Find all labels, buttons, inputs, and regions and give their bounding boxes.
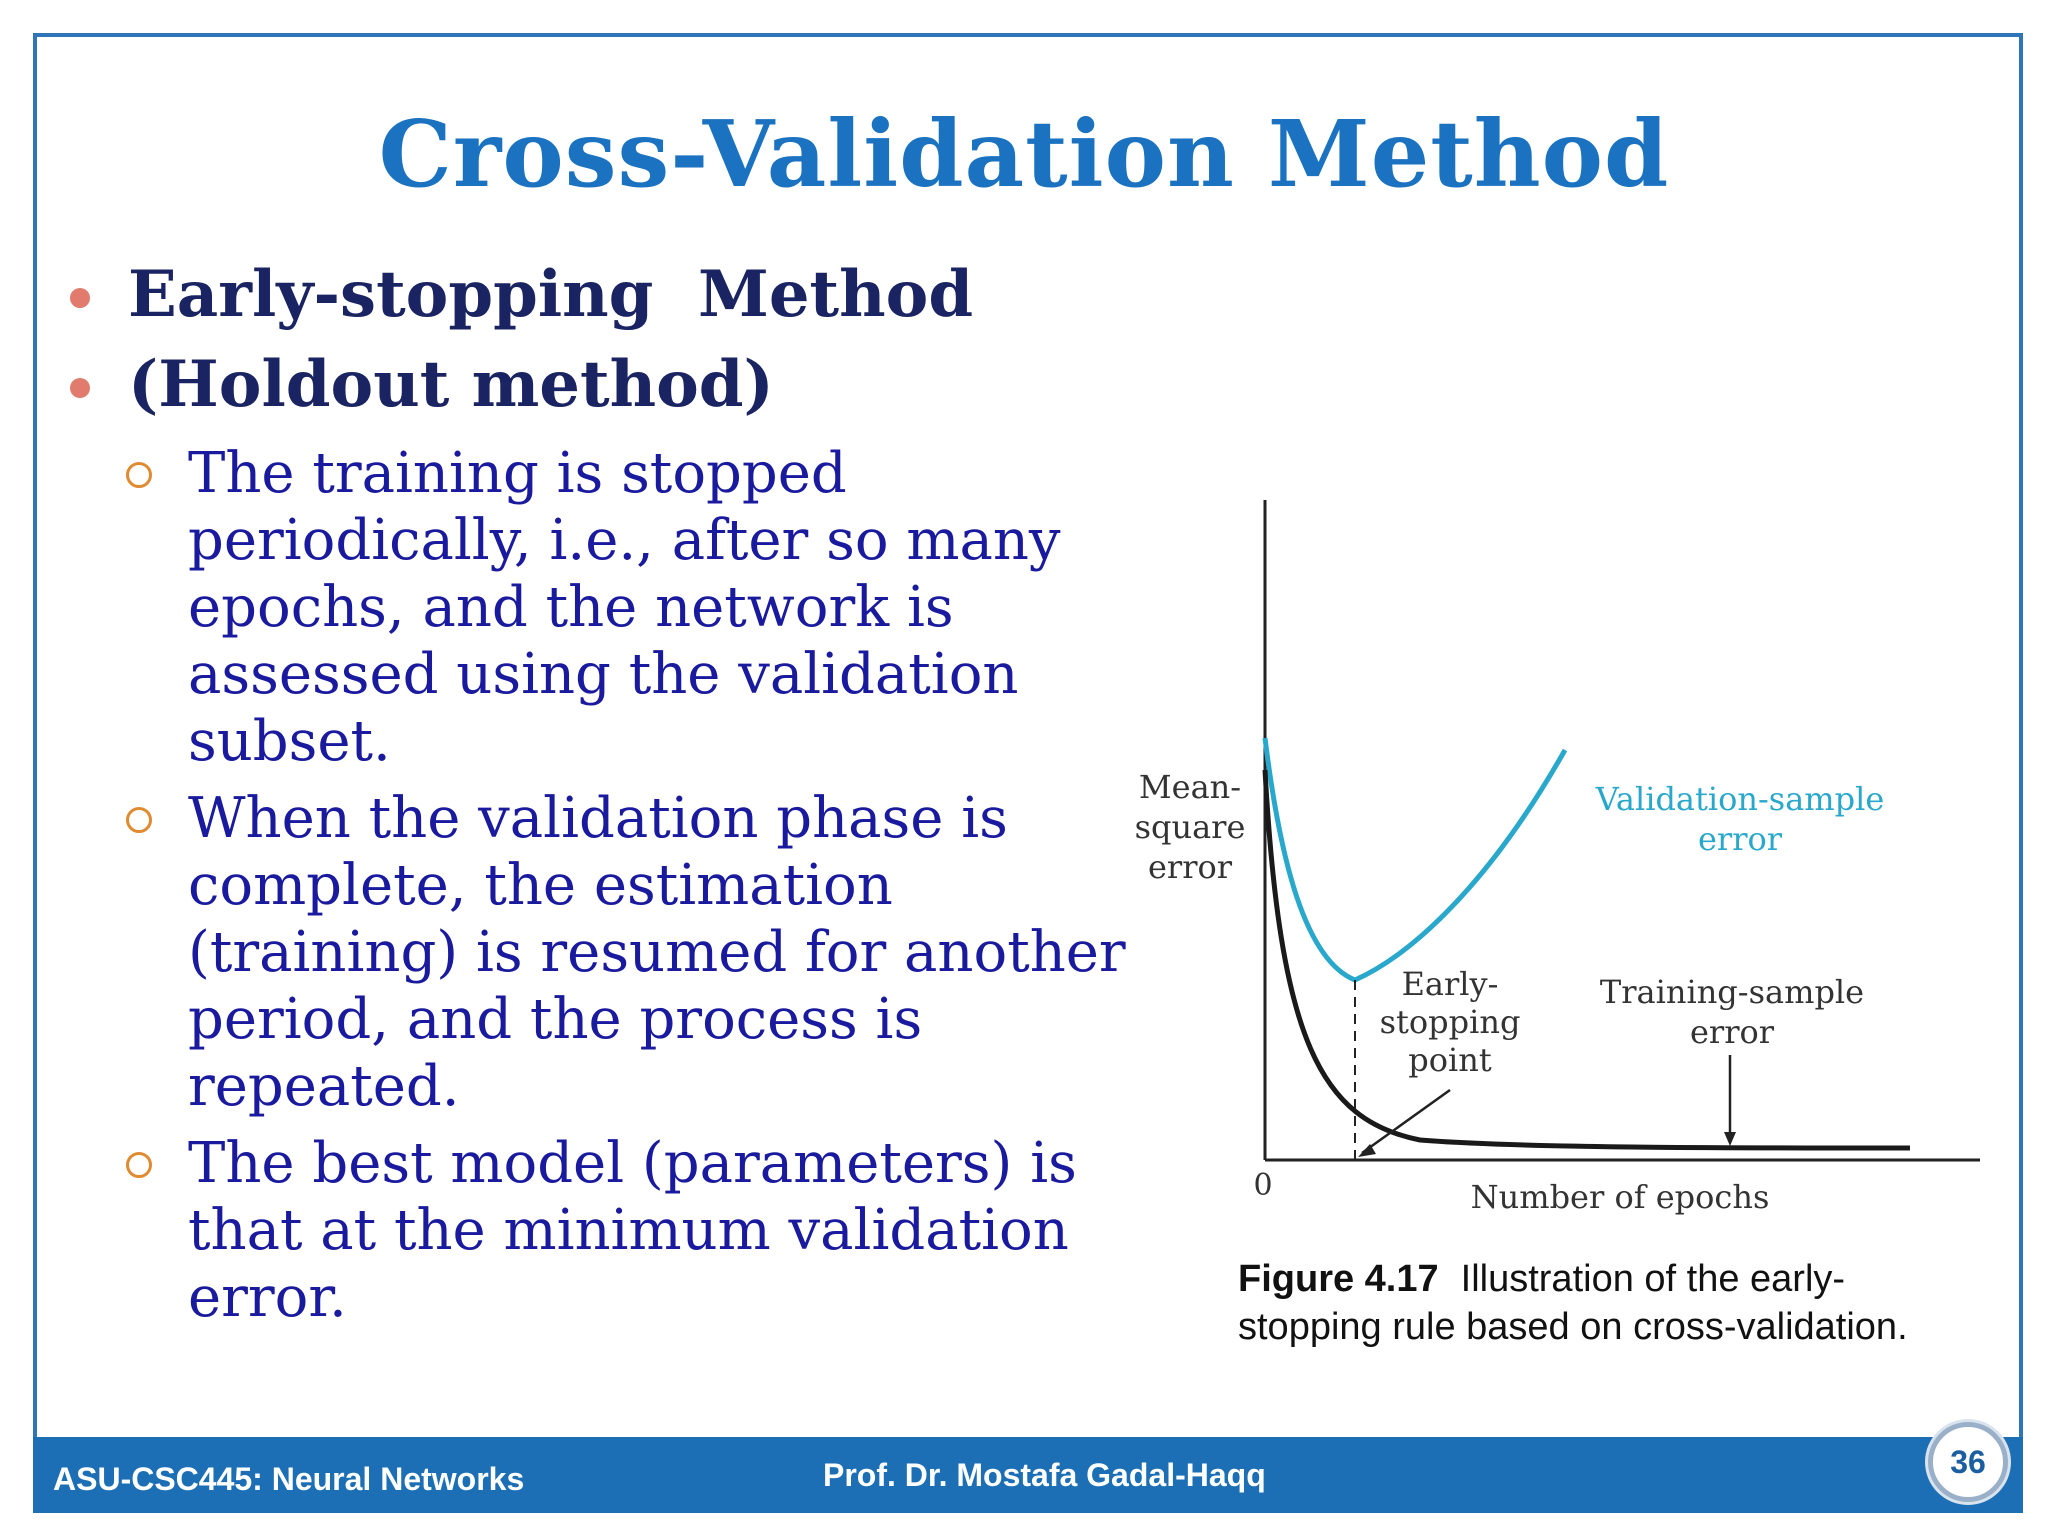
x-axis-label: Number of epochs bbox=[1471, 1178, 1770, 1216]
training-label-line1: Training-sample bbox=[1600, 973, 1864, 1011]
early-stop-label-line1: Early- bbox=[1402, 965, 1499, 1003]
sub-bullet-ring-icon bbox=[126, 1152, 152, 1178]
course-name: ASU-CSC445: Neural Networks bbox=[53, 1461, 525, 1497]
arrow-head-icon bbox=[1358, 1144, 1376, 1157]
sub-bullet-ring-icon bbox=[126, 807, 152, 833]
early-stop-label-line2: stopping bbox=[1380, 1003, 1521, 1041]
sub-bullet-ring-icon bbox=[126, 462, 152, 488]
bullet-text: Early-stopping Method bbox=[128, 257, 974, 332]
footer-bar: ASU-CSC445: Neural Networks Prof. Dr. Mo… bbox=[33, 1437, 2023, 1513]
bullet-holdout: (Holdout method) bbox=[60, 340, 1140, 430]
bullet-early-stopping: Early-stopping Method bbox=[60, 250, 1140, 340]
bullet-list: Early-stopping Method (Holdout method) T… bbox=[60, 250, 1140, 1331]
sub-bullet-text: The best model (parameters) is that at t… bbox=[188, 1131, 1077, 1330]
training-error-curve bbox=[1262, 769, 1911, 1151]
slide-title: Cross-Validation Method bbox=[378, 100, 1670, 208]
validation-label-line2: error bbox=[1698, 820, 1783, 858]
origin-label: 0 bbox=[1253, 1168, 1272, 1203]
bullet-text: (Holdout method) bbox=[128, 347, 774, 422]
early-stopping-diagram: Mean- square error 0 Number of epochs Va… bbox=[1135, 500, 1980, 1216]
page-number-badge: 36 bbox=[1928, 1422, 2008, 1502]
sub-bullet-text: The training is stopped periodically, i.… bbox=[188, 441, 1061, 774]
validation-label-line1: Validation-sample bbox=[1595, 780, 1885, 818]
y-axis-label-line1: Mean- bbox=[1139, 768, 1241, 806]
figure-number: Figure 4.17 bbox=[1238, 1258, 1439, 1300]
y-axis-label-line3: error bbox=[1148, 848, 1233, 886]
early-stopping-arrow bbox=[1361, 1088, 1451, 1155]
training-label-line2: error bbox=[1690, 1013, 1775, 1051]
early-stop-label-line3: point bbox=[1408, 1041, 1492, 1079]
author-name: Prof. Dr. Mostafa Gadal-Haqq bbox=[823, 1457, 1266, 1493]
bullet-dot-icon bbox=[70, 378, 90, 398]
validation-error-curve bbox=[1262, 737, 1568, 983]
figure-caption: Figure 4.17 Illustration of the early-sto… bbox=[1238, 1255, 1938, 1351]
sub-bullet-training-stopped: The training is stopped periodically, i.… bbox=[60, 440, 1140, 775]
bullet-dot-icon bbox=[70, 288, 90, 308]
sub-bullet-text: When the validation phase is complete, t… bbox=[188, 786, 1126, 1119]
slide-frame bbox=[33, 33, 2023, 1513]
sub-bullet-validation-phase: When the validation phase is complete, t… bbox=[60, 785, 1140, 1120]
figure-caption-text: Illustration of the early-stopping rule … bbox=[1238, 1258, 1908, 1348]
arrow-head-icon bbox=[1724, 1132, 1736, 1146]
y-axis-label-line2: square bbox=[1135, 808, 1246, 846]
sub-bullet-best-model: The best model (parameters) is that at t… bbox=[60, 1130, 1140, 1331]
